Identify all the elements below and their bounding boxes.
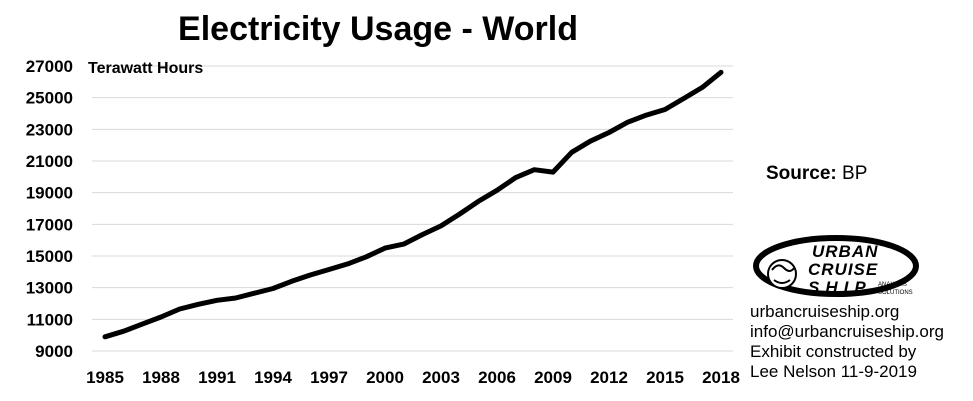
y-tick-label: 23000 [26, 120, 73, 139]
y-tick-label: 13000 [26, 279, 73, 298]
x-tick-label: 2003 [422, 368, 460, 387]
logo-sub-1: ANALYSIS [878, 282, 907, 288]
ship-emblem-icon [753, 235, 919, 297]
x-tick-label: 2009 [534, 368, 572, 387]
logo-sub-2: SOLUTIONS [878, 290, 913, 296]
y-tick-label: 17000 [26, 215, 73, 234]
logo-line-1: URBAN [812, 242, 879, 261]
x-tick-label: 2000 [366, 368, 404, 387]
y-tick-labels: 9000 11000 13000 15000 17000 19000 21000 23000 2… [26, 57, 73, 361]
y-tick-label: 9000 [35, 342, 73, 361]
credit-line-3: Exhibit constructed by [750, 342, 917, 361]
credit-website: urbancruiseship.org [750, 302, 900, 321]
urban-cruise-ship-logo: URBAN CRUISE SHIP ANALYSIS SOLUTIONS [752, 234, 922, 302]
y-tick-label: 21000 [26, 152, 73, 171]
x-tick-label: 2012 [590, 368, 628, 387]
credit-line-4: Lee Nelson 11-9-2019 [750, 362, 917, 381]
credits-block: urbancruiseship.org info@urbancruiseship… [750, 302, 944, 382]
x-tick-label: 1994 [254, 368, 292, 387]
series-line [102, 69, 724, 340]
chart-title: Electricity Usage - World [178, 10, 578, 48]
x-tick-label: 1988 [142, 368, 180, 387]
y-tick-label: 25000 [26, 89, 73, 108]
x-tick-label: 2015 [646, 368, 684, 387]
series-layer [102, 69, 724, 340]
y-tick-label: 27000 [26, 57, 73, 76]
logo-line-3: SHIP [808, 278, 872, 297]
source-label: Source: [766, 163, 837, 184]
source-value: BP [842, 163, 868, 184]
gridlines [92, 65, 733, 352]
logo-line-2: CRUISE [808, 260, 879, 279]
x-tick-label: 1997 [310, 368, 348, 387]
x-tick-label: 2006 [478, 368, 516, 387]
x-tick-labels: 1985 1988 1991 1994 1997 2000 2003 2006 2009 2012… [86, 368, 740, 387]
x-tick-label: 1991 [198, 368, 236, 387]
credit-email: info@urbancruiseship.org [750, 322, 944, 341]
source-note: Source: BP [766, 163, 867, 185]
y-tick-label: 15000 [26, 247, 73, 266]
x-tick-label: 2018 [702, 368, 740, 387]
x-tick-label: 1985 [86, 368, 124, 387]
y-axis-label: Terawatt Hours [88, 60, 203, 77]
y-tick-label: 19000 [26, 184, 73, 203]
y-tick-label: 11000 [27, 310, 73, 329]
